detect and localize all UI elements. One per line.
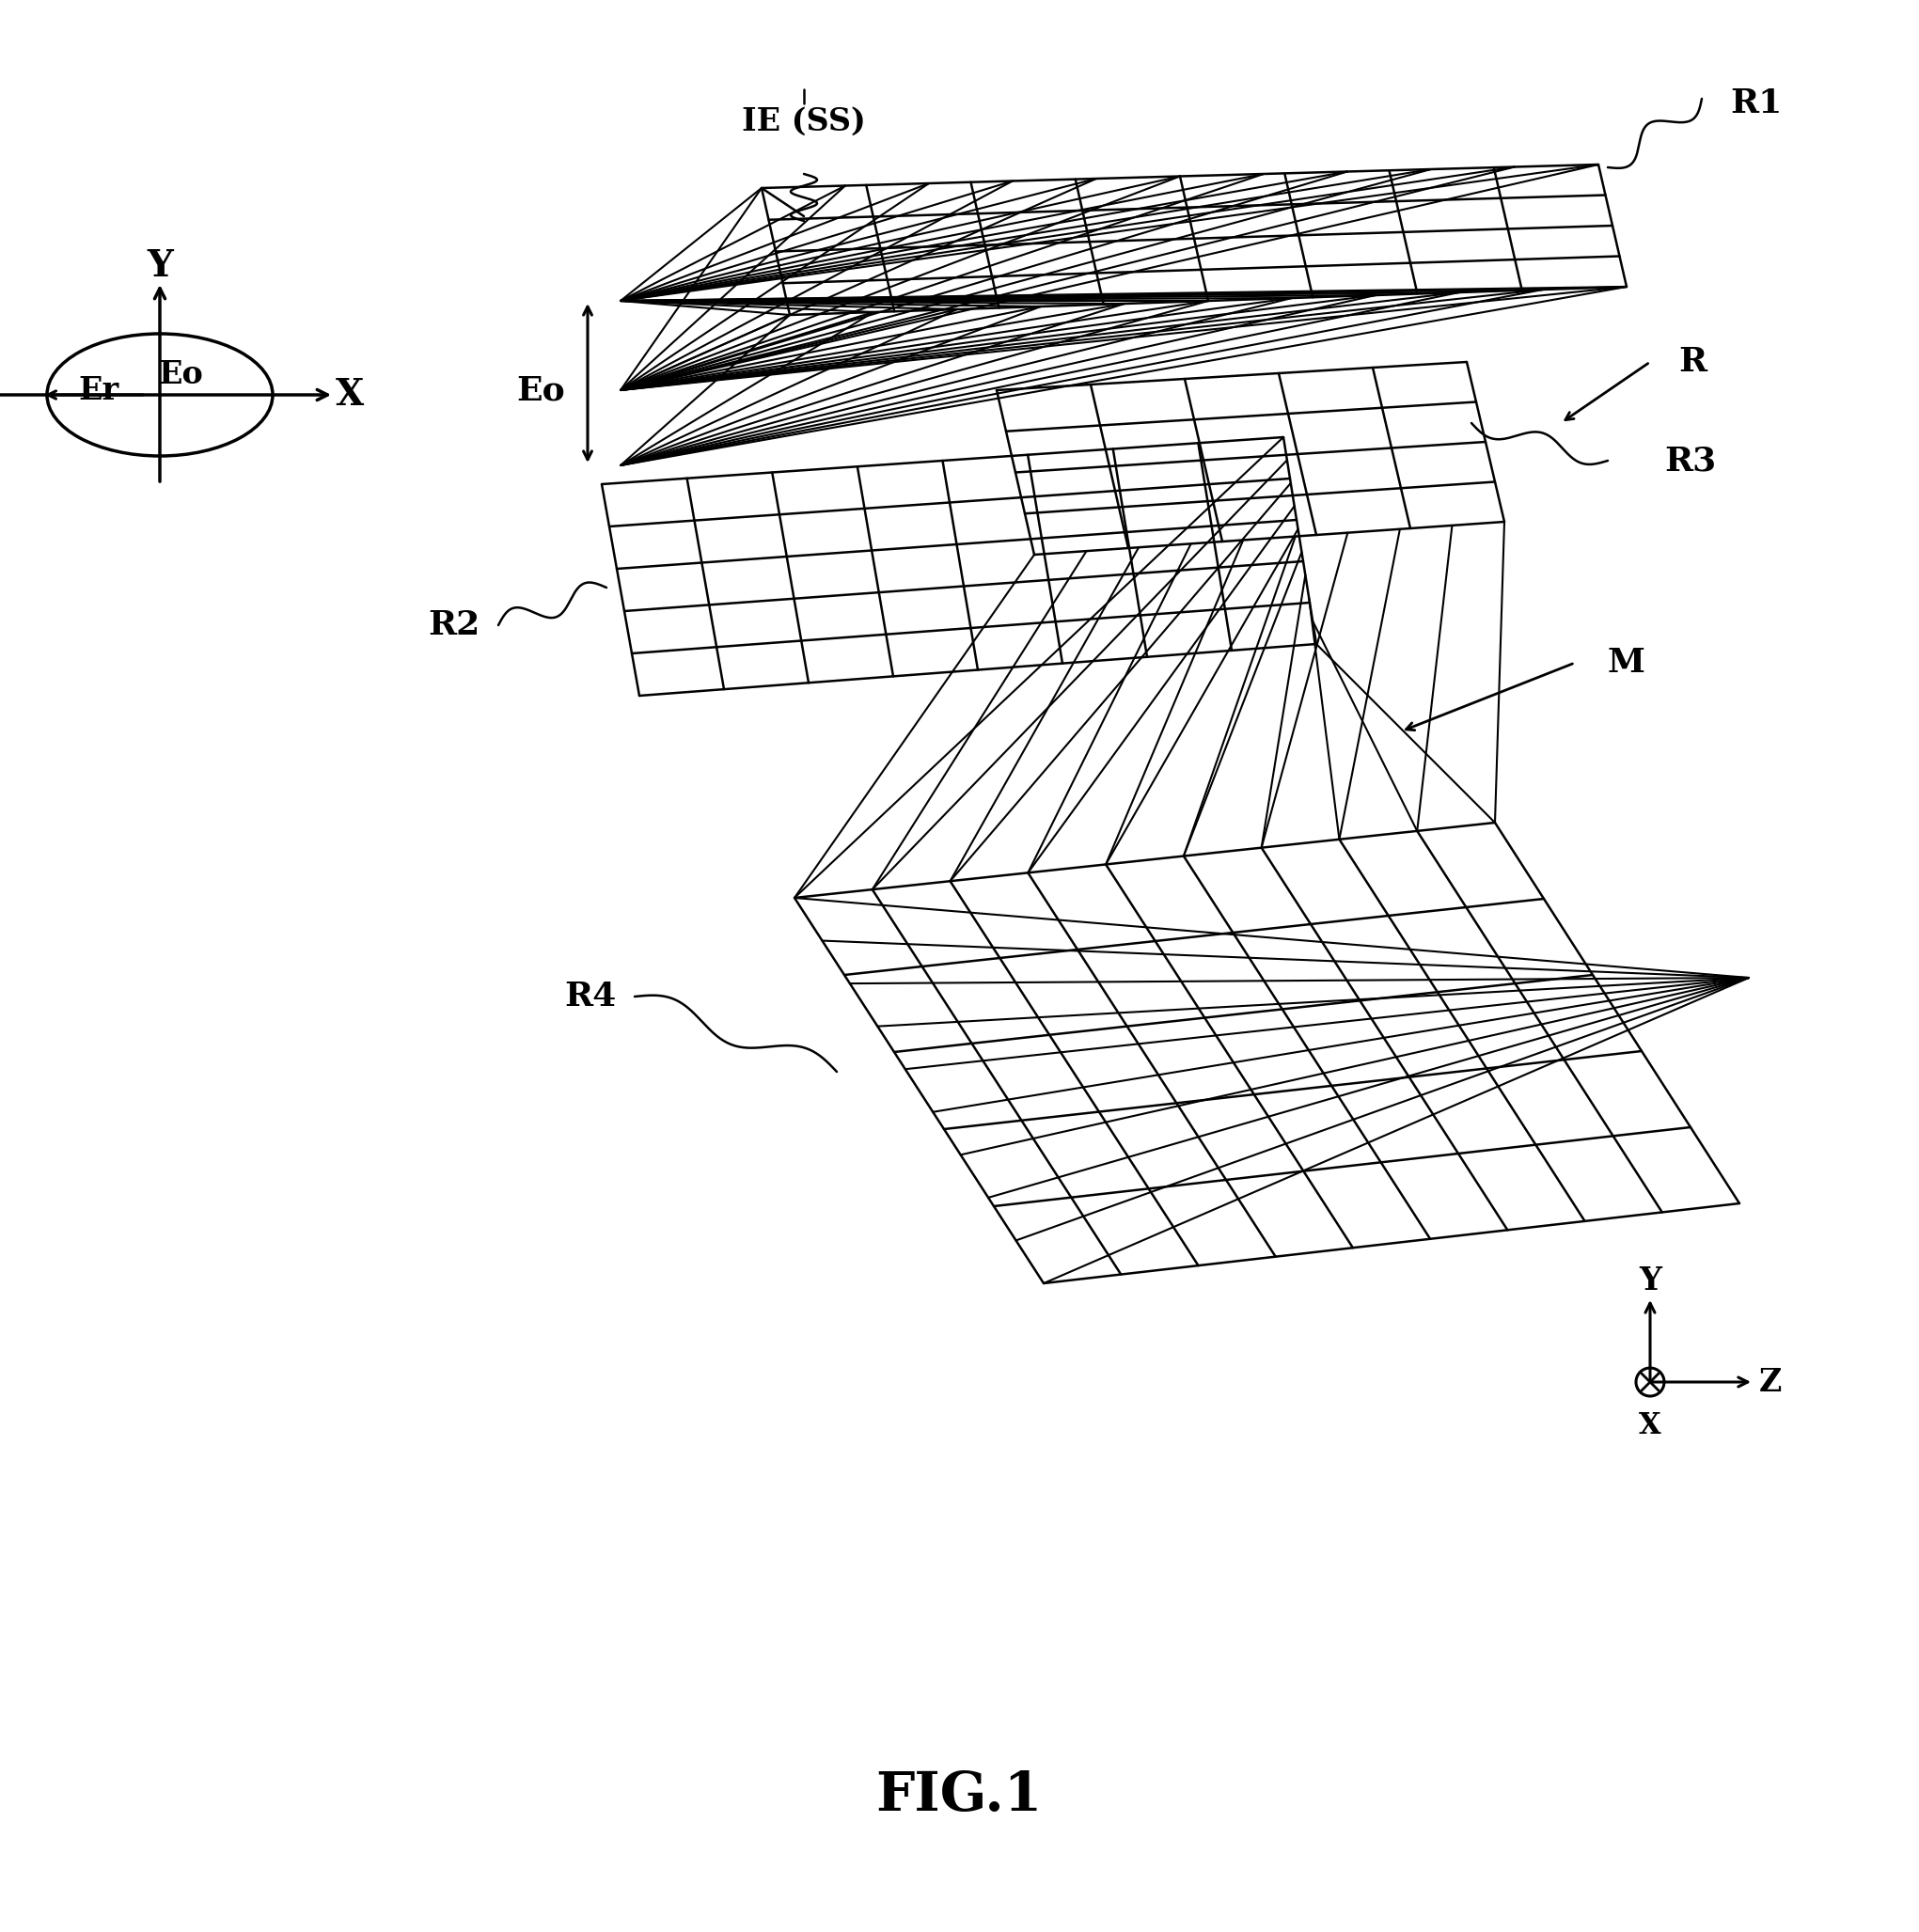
Text: FIG.1: FIG.1 [875, 1770, 1042, 1822]
Text: Y: Y [1639, 1265, 1662, 1296]
Text: IE (SS): IE (SS) [743, 106, 865, 137]
Text: X: X [1639, 1410, 1662, 1439]
Text: Eo: Eo [157, 359, 203, 390]
Text: Z: Z [1760, 1366, 1783, 1397]
Text: R1: R1 [1731, 87, 1783, 120]
Text: R2: R2 [428, 609, 480, 641]
Text: R: R [1679, 346, 1706, 379]
Text: R4: R4 [564, 981, 616, 1012]
Text: Er: Er [79, 375, 119, 406]
Text: Y: Y [146, 247, 173, 284]
Text: M: M [1608, 647, 1645, 678]
Text: X: X [336, 377, 365, 413]
Text: Eo: Eo [516, 375, 564, 406]
Text: R3: R3 [1664, 444, 1716, 477]
